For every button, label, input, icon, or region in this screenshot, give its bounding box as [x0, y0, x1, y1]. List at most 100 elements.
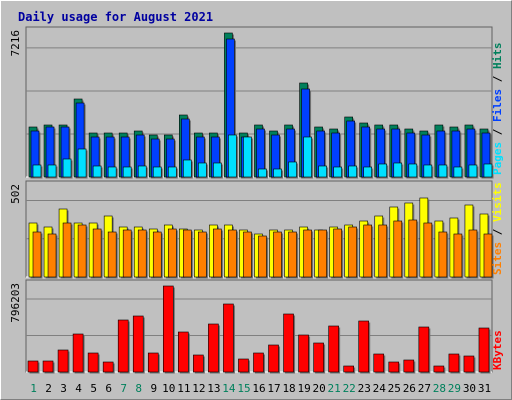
pages-bar-5 — [107, 166, 117, 178]
pages-bar-10 — [183, 159, 192, 178]
pages-bar-15 — [258, 168, 267, 178]
kbytes-bar-11 — [193, 354, 204, 373]
day-label-4: 4 — [75, 382, 82, 395]
kbytes-bar-19 — [313, 342, 324, 373]
kbytes-bar-17 — [283, 313, 294, 373]
pages-bar-24 — [393, 162, 403, 178]
sites-bar-0 — [32, 231, 42, 278]
sites-bar-11 — [198, 231, 207, 278]
kbytes-bar-15 — [253, 352, 264, 373]
pages-bar-2 — [62, 158, 72, 178]
day-label-19: 19 — [297, 382, 310, 395]
sites-bar-2 — [62, 222, 72, 278]
sites-bar-9 — [167, 228, 177, 278]
sites-bar-23 — [378, 224, 388, 278]
kbytes-bar-1 — [42, 360, 54, 373]
pages-bar-30 — [483, 163, 493, 178]
kbytes-bar-21 — [343, 365, 354, 373]
day-label-10: 10 — [162, 382, 175, 395]
kbytes-bar-8 — [147, 352, 159, 373]
day-label-7: 7 — [120, 382, 127, 395]
pages-bar-4 — [92, 165, 102, 178]
day-label-17: 17 — [267, 382, 280, 395]
day-label-28: 28 — [433, 382, 446, 395]
kbytes-bar-4 — [87, 352, 99, 373]
pages-bar-9 — [167, 166, 177, 178]
sites-bar-13 — [228, 229, 237, 278]
sites-bar-3 — [77, 224, 87, 278]
pages-bar-6 — [122, 166, 132, 178]
sites-bar-1 — [47, 233, 57, 278]
bottom-ymax-label: 796203 — [9, 283, 22, 323]
middle-panel: 502 Sites / Visits — [9, 180, 504, 279]
pages-bar-28 — [453, 166, 463, 178]
kbytes-bar-10 — [178, 331, 189, 373]
kbytes-bar-24 — [388, 361, 400, 373]
sites-bar-27 — [438, 231, 448, 278]
kbytes-bar-25 — [403, 359, 415, 373]
kbytes-bar-9 — [162, 285, 174, 373]
sites-bar-16 — [273, 231, 282, 278]
day-label-24: 24 — [373, 382, 387, 395]
legend-files: Files — [491, 89, 504, 122]
sites-bar-7 — [137, 229, 147, 278]
kbytes-bar-14 — [238, 358, 249, 373]
day-label-5: 5 — [90, 382, 97, 395]
sites-bar-15 — [258, 235, 267, 278]
top-ymax-label: 7216 — [9, 30, 22, 57]
kbytes-bar-12 — [208, 323, 219, 373]
pages-bar-14 — [243, 136, 252, 178]
sites-bar-6 — [122, 229, 132, 278]
pages-bar-23 — [378, 163, 388, 178]
x-axis-day-labels: 1 2 3 4 5 6 7 8 9 10 11 12 13 14 15 16 17 18 19 20 21 22 23 24 2… — [30, 382, 491, 395]
day-label-14: 14 — [222, 382, 236, 395]
sites-bar-28 — [453, 233, 463, 278]
chart-title: Daily usage for August 2021 — [18, 10, 213, 24]
legend-visits: Visits — [491, 182, 504, 222]
day-label-21: 21 — [328, 382, 341, 395]
day-label-15: 15 — [237, 382, 250, 395]
legend-hits: Hits — [491, 43, 504, 70]
pages-bar-16 — [273, 168, 282, 178]
kbytes-bar-2 — [57, 349, 69, 373]
day-label-25: 25 — [388, 382, 401, 395]
kbytes-bar-20 — [328, 325, 339, 373]
pages-bar-3 — [77, 148, 87, 178]
sites-bar-14 — [243, 231, 252, 278]
day-label-16: 16 — [252, 382, 265, 395]
top-legend: Pages / Files / Hits — [491, 43, 504, 176]
day-label-20: 20 — [313, 382, 326, 395]
sites-bar-12 — [213, 228, 222, 278]
sites-series — [32, 219, 494, 279]
day-label-9: 9 — [150, 382, 157, 395]
chart-panels: 7216 Pages / Files / Hits 502 Sites / Visit… — [9, 26, 504, 374]
day-label-3: 3 — [60, 382, 67, 395]
legend-separator: / — [491, 69, 504, 89]
legend-pages: Pages — [491, 142, 504, 175]
day-label-22: 22 — [343, 382, 356, 395]
day-label-23: 23 — [358, 382, 371, 395]
kbytes-bar-3 — [72, 333, 84, 373]
pages-bar-8 — [152, 166, 162, 178]
day-label-1: 1 — [30, 382, 37, 395]
kbytes-bar-22 — [358, 320, 370, 373]
day-label-27: 27 — [418, 382, 431, 395]
day-label-13: 13 — [207, 382, 220, 395]
kbytes-series — [27, 285, 491, 374]
bottom-panel: 796203 KBytes — [9, 279, 504, 374]
pages-bar-27 — [438, 164, 448, 178]
sites-bar-22 — [363, 224, 373, 278]
day-label-26: 26 — [403, 382, 416, 395]
pages-bar-7 — [137, 165, 147, 178]
pages-bar-12 — [213, 162, 222, 178]
pages-bar-26 — [423, 164, 433, 178]
kbytes-bar-26 — [418, 326, 430, 373]
sites-bar-19 — [318, 229, 327, 278]
middle-legend: Sites / Visits — [491, 182, 504, 275]
pages-bar-20 — [333, 166, 342, 178]
legend-kbytes: KBytes — [491, 330, 504, 370]
day-label-6: 6 — [105, 382, 112, 395]
day-label-11: 11 — [177, 382, 190, 395]
